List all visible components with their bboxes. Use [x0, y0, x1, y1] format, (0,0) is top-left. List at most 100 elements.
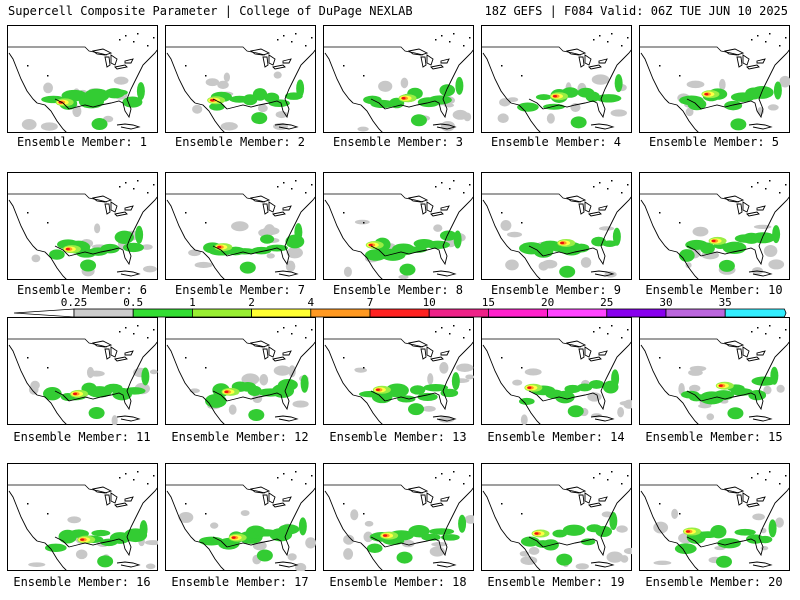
colorbar-level-label: 30	[659, 297, 672, 309]
colorbar-swatch-12	[724, 308, 787, 318]
colorbar-level-label: 7	[367, 297, 374, 309]
member-label-5: Ensemble Member: 5	[648, 135, 780, 149]
coastline-fragments	[185, 471, 316, 515]
colorbar-level-label: 25	[600, 297, 613, 309]
member-label-17: Ensemble Member: 17	[171, 575, 309, 589]
map-canvas	[639, 172, 790, 280]
map-boundaries	[323, 484, 474, 571]
member-map-7	[165, 172, 316, 280]
member-map-5	[639, 25, 790, 133]
member-map-1	[7, 25, 158, 133]
member-label-18: Ensemble Member: 18	[329, 575, 467, 589]
map-boundaries	[323, 46, 474, 133]
member-map-12	[165, 317, 316, 425]
member-label-3: Ensemble Member: 3	[332, 135, 464, 149]
map-canvas	[481, 172, 632, 280]
member-map-16	[7, 463, 158, 571]
map-canvas	[481, 463, 632, 571]
coastline-fragments	[501, 471, 632, 515]
member-map-18	[323, 463, 474, 571]
member-label-15: Ensemble Member: 15	[645, 430, 783, 444]
colorbar-swatch-6	[369, 308, 430, 318]
member-label-11: Ensemble Member: 11	[13, 430, 151, 444]
map-boundaries	[481, 46, 632, 133]
parameter-shading	[343, 219, 466, 280]
colorbar-level-label: 0.5	[123, 297, 143, 309]
map-boundaries	[7, 484, 158, 571]
member-map-11	[7, 317, 158, 425]
parameter-shading	[677, 75, 790, 131]
colorbar-level-label: 0.25	[61, 297, 88, 309]
coastline-fragments	[27, 33, 158, 77]
member-map-8	[323, 172, 474, 280]
colorbar-swatch-3	[191, 308, 252, 318]
colorbar-swatch-10	[606, 308, 667, 318]
member-label-1: Ensemble Member: 1	[16, 135, 148, 149]
member-label-9: Ensemble Member: 9	[490, 283, 622, 297]
member-map-13	[323, 317, 474, 425]
member-label-14: Ensemble Member: 14	[487, 430, 625, 444]
map-boundaries	[7, 193, 158, 280]
member-map-17	[165, 463, 316, 571]
colorbar-level-label: 4	[307, 297, 314, 309]
map-canvas	[323, 25, 474, 133]
coastline-fragments	[27, 325, 158, 369]
coastline-fragments	[659, 471, 790, 515]
coastline-fragments	[501, 33, 632, 77]
member-map-10	[639, 172, 790, 280]
member-map-15	[639, 317, 790, 425]
colorbar-swatch-11	[665, 308, 726, 318]
member-map-4	[481, 25, 632, 133]
map-canvas	[323, 317, 474, 425]
coastline-fragments	[27, 471, 158, 515]
map-boundaries	[639, 484, 790, 571]
map-canvas	[7, 172, 158, 280]
coastline-fragments	[501, 325, 632, 369]
map-boundaries	[481, 338, 632, 425]
coastline-fragments	[659, 180, 790, 224]
map-canvas	[323, 172, 474, 280]
map-boundaries	[7, 46, 158, 133]
member-map-9	[481, 172, 632, 280]
map-canvas	[165, 317, 316, 425]
colorbar-level-label: 1	[189, 297, 196, 309]
coastline-fragments	[343, 325, 474, 369]
map-canvas	[165, 172, 316, 280]
coastline-fragments	[659, 33, 790, 77]
map-canvas	[7, 25, 158, 133]
member-label-4: Ensemble Member: 4	[490, 135, 622, 149]
parameter-shading	[189, 365, 309, 422]
coastline-fragments	[27, 180, 158, 224]
member-label-7: Ensemble Member: 7	[174, 283, 306, 297]
member-label-20: Ensemble Member: 20	[645, 575, 783, 589]
member-map-2	[165, 25, 316, 133]
coastline-fragments	[343, 33, 474, 77]
map-boundaries	[639, 193, 790, 280]
map-boundaries	[639, 46, 790, 133]
colorbar-swatch-5	[310, 308, 371, 318]
map-boundaries	[481, 193, 632, 280]
colorbar-swatch-4	[251, 308, 312, 318]
map-boundaries	[165, 193, 316, 280]
colorbar-swatch-2	[132, 308, 193, 318]
run-valid-time: 18Z GEFS | F084 Valid: 06Z TUE JUN 10 20…	[484, 4, 788, 18]
member-label-13: Ensemble Member: 13	[329, 430, 467, 444]
member-label-16: Ensemble Member: 16	[13, 575, 151, 589]
parameter-shading	[497, 74, 627, 129]
map-canvas	[7, 463, 158, 571]
map-canvas	[639, 317, 790, 425]
member-label-2: Ensemble Member: 2	[174, 135, 306, 149]
colorbar-swatch-8	[487, 308, 548, 318]
member-label-10: Ensemble Member: 10	[645, 283, 783, 297]
map-canvas	[7, 317, 158, 425]
map-boundaries	[165, 46, 316, 133]
map-boundaries	[165, 484, 316, 571]
parameter-shading	[192, 71, 305, 131]
colorbar-under-arrow	[13, 308, 75, 318]
colorbar-swatch-9	[547, 308, 608, 318]
map-canvas	[639, 463, 790, 571]
member-map-20	[639, 463, 790, 571]
map-boundaries	[323, 193, 474, 280]
map-canvas	[481, 317, 632, 425]
member-map-3	[323, 25, 474, 133]
